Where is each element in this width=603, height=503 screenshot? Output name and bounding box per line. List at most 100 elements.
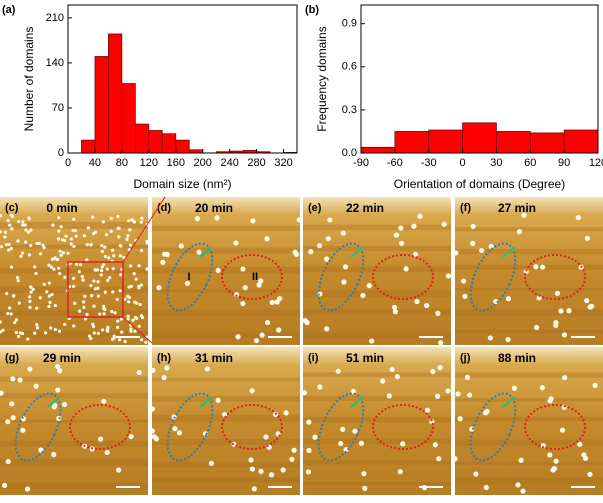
particle — [417, 213, 423, 219]
particle — [83, 317, 88, 321]
particle — [505, 296, 512, 302]
particle — [2, 482, 8, 488]
particle — [29, 228, 33, 232]
particle — [277, 295, 283, 302]
particle — [558, 308, 564, 314]
particle — [28, 295, 32, 299]
particle — [14, 318, 19, 322]
afm-image — [455, 197, 603, 345]
particle — [42, 245, 46, 250]
particle — [581, 452, 587, 458]
particle — [9, 401, 15, 407]
particle — [131, 318, 135, 322]
particle — [89, 336, 93, 341]
particle — [250, 218, 256, 224]
particle — [111, 267, 115, 271]
particle — [164, 365, 170, 371]
particle — [559, 427, 566, 433]
particle — [43, 331, 48, 335]
terrace-stripe — [455, 398, 603, 402]
x-tick-label: 240 — [220, 157, 238, 169]
particle — [161, 251, 168, 257]
particle — [5, 291, 9, 296]
particle — [516, 229, 523, 235]
particle — [129, 329, 133, 333]
particle — [8, 223, 12, 227]
particle — [127, 219, 131, 223]
particle — [85, 243, 89, 247]
terrace-stripe — [0, 440, 148, 447]
particle — [104, 233, 109, 237]
particle — [430, 368, 436, 375]
terrace-stripe — [0, 331, 148, 337]
particle — [127, 285, 131, 289]
particle — [325, 236, 331, 242]
particle — [140, 338, 144, 342]
particle — [83, 294, 87, 298]
particle — [51, 223, 55, 227]
afm-image — [303, 347, 451, 495]
particle — [10, 376, 16, 382]
bar — [529, 132, 565, 154]
particle — [233, 240, 239, 246]
particle — [92, 331, 96, 335]
bar — [563, 129, 599, 154]
particle — [64, 234, 68, 238]
particle — [139, 220, 143, 224]
particle — [74, 234, 78, 238]
particle — [259, 332, 265, 338]
terrace-stripe — [303, 224, 451, 231]
particle — [79, 262, 83, 267]
particle — [107, 256, 111, 260]
bar — [81, 139, 96, 154]
particle — [29, 243, 33, 248]
particle — [132, 272, 136, 276]
terrace-stripe — [303, 482, 451, 486]
particle — [56, 237, 61, 241]
panel-label: (c) — [5, 202, 19, 214]
particle — [153, 436, 160, 442]
particle — [48, 300, 52, 305]
particle — [483, 484, 489, 491]
terrace-stripe — [455, 248, 603, 255]
x-tick-label: 60 — [524, 157, 536, 169]
terrace-stripe — [152, 266, 300, 274]
particle — [134, 277, 138, 281]
particle — [176, 430, 183, 436]
particle — [411, 223, 417, 229]
particle — [102, 312, 106, 316]
particle — [73, 301, 77, 305]
zoom-box — [67, 261, 124, 318]
domain-outline — [69, 404, 131, 450]
x-tick-label: -60 — [387, 157, 403, 169]
domain-outline — [14, 392, 62, 462]
terrace-stripe — [303, 290, 451, 298]
particle — [108, 276, 112, 280]
particle — [38, 252, 43, 256]
particle — [72, 284, 76, 288]
particle — [0, 330, 3, 334]
particle — [20, 427, 26, 433]
particle — [24, 240, 28, 244]
particle — [57, 329, 62, 333]
bar — [135, 123, 150, 154]
particle — [575, 215, 581, 221]
x-tick-label: 0 — [460, 157, 466, 169]
particle — [17, 377, 23, 383]
domain-outline — [524, 404, 586, 450]
terrace-stripe — [0, 310, 148, 316]
particle — [400, 441, 406, 447]
terrace-stripe — [152, 477, 300, 483]
panel-label: (g) — [5, 352, 19, 364]
domain-outline — [372, 404, 434, 450]
particle — [20, 331, 25, 336]
panel-label: (h) — [157, 352, 171, 364]
particle — [161, 375, 167, 381]
y-tick-label: 0.3 — [342, 104, 357, 116]
terrace-stripe — [0, 419, 148, 423]
particle — [551, 465, 557, 472]
particle — [130, 218, 134, 222]
particle — [251, 486, 257, 492]
plot-frame — [360, 4, 599, 154]
particle — [386, 393, 392, 399]
